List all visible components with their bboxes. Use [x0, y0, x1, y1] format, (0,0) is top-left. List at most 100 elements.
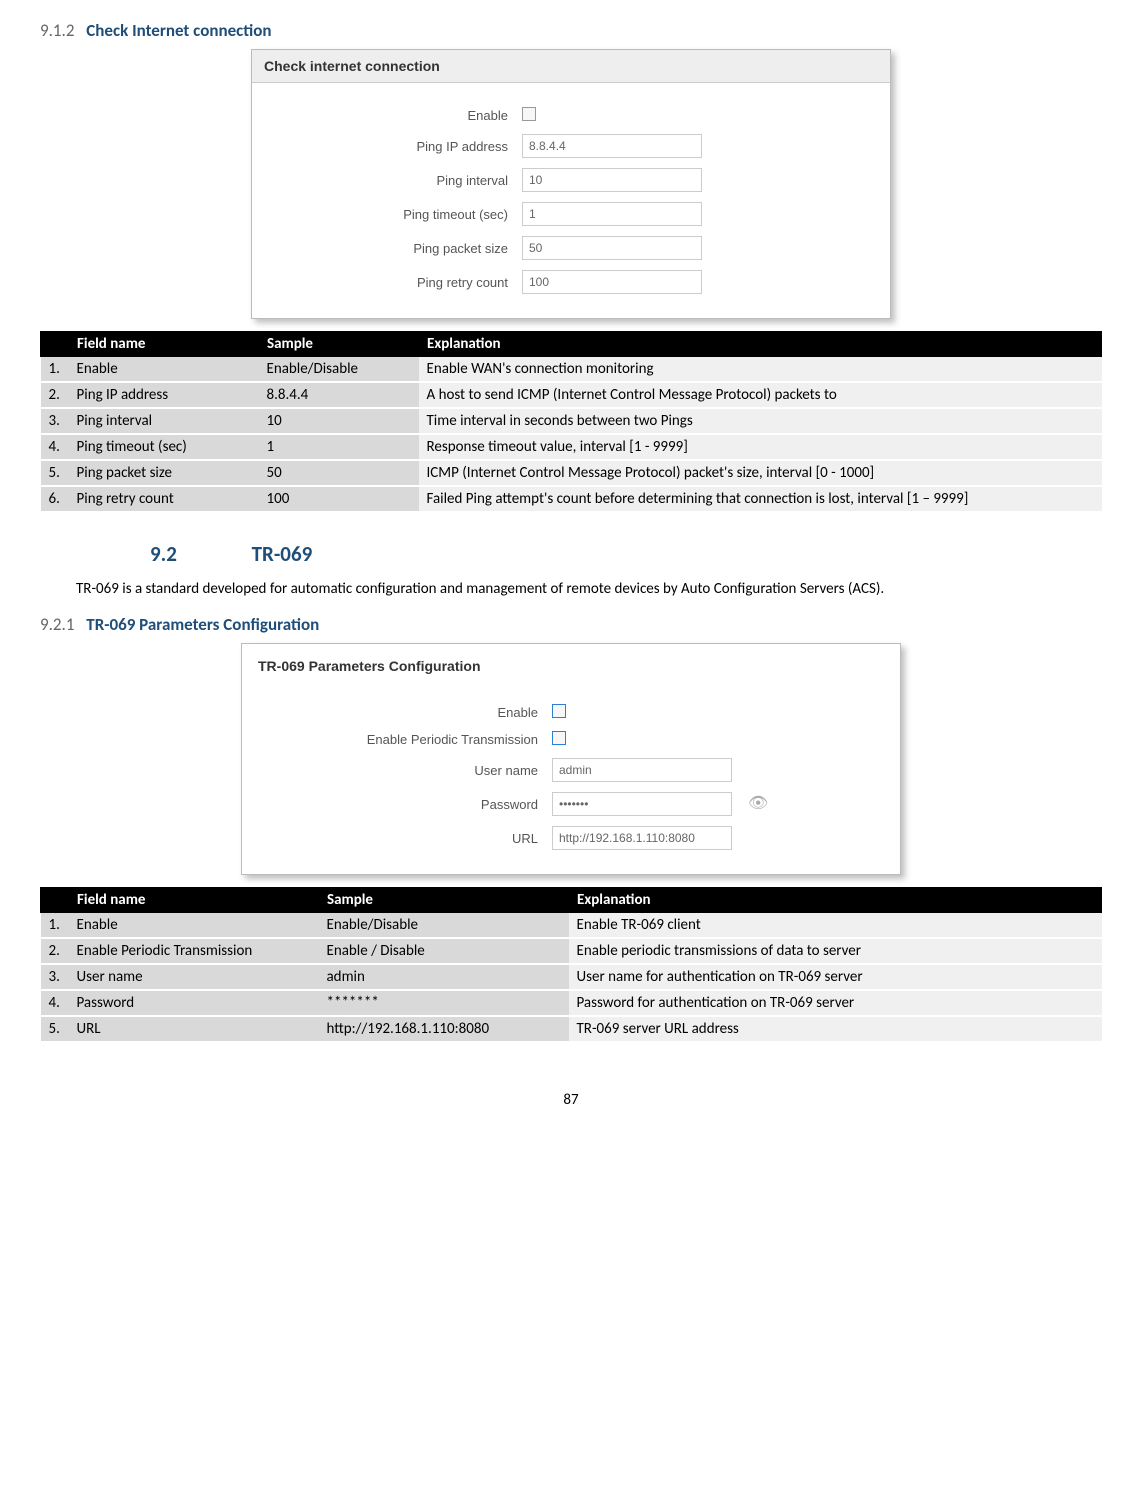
table-header [41, 888, 69, 913]
password-input[interactable] [552, 792, 732, 816]
table-cell: URL [69, 1016, 319, 1041]
table-cell: 10 [259, 408, 419, 434]
screenshot2-body: Enable Enable Periodic Transmission User n… [242, 680, 900, 874]
form-control [522, 202, 702, 226]
table-cell: Failed Ping attempt's count before deter… [419, 486, 1102, 511]
table-cell: TR-069 server URL address [569, 1016, 1102, 1041]
form-row: Ping timeout (sec) [272, 202, 870, 226]
table-row: 5.URLhttp://192.168.1.110:8080TR-069 ser… [41, 1016, 1102, 1041]
table-cell: 50 [259, 460, 419, 486]
table-cell: Time interval in seconds between two Pin… [419, 408, 1102, 434]
text-input[interactable] [522, 168, 702, 192]
checkbox[interactable] [552, 704, 566, 718]
table-cell: admin [319, 964, 569, 990]
table-cell: 3. [41, 408, 69, 434]
table-row: 3.User nameadminUser name for authentica… [41, 964, 1102, 990]
table-cell: 1. [41, 913, 69, 939]
table-row: 2.Ping IP address8.8.4.4A host to send I… [41, 382, 1102, 408]
table-cell: 5. [41, 460, 69, 486]
form-row: Enable [262, 704, 880, 721]
page-number: 87 [40, 1091, 1102, 1109]
table-row: 2.Enable Periodic TransmissionEnable / D… [41, 938, 1102, 964]
table-cell: Password for authentication on TR-069 se… [569, 990, 1102, 1016]
heading-92-title: TR-069 [252, 541, 313, 567]
screenshot1-header: Check internet connection [252, 50, 890, 83]
table-cell: Enable Periodic Transmission [69, 938, 319, 964]
table-cell: ******* [319, 990, 569, 1016]
text-input[interactable] [522, 202, 702, 226]
table-cell: Enable/Disable [259, 357, 419, 383]
form-control [552, 758, 732, 782]
form-label: Password [262, 797, 552, 812]
screenshot-check-internet: Check internet connection EnablePing IP … [251, 49, 891, 319]
table-cell: 1. [41, 357, 69, 383]
paragraph-tr069: TR-069 is a standard developed for autom… [40, 579, 1102, 600]
table-tr069: Field nameSampleExplanation1.EnableEnabl… [40, 887, 1102, 1041]
form-control [552, 731, 566, 748]
table-row: 3.Ping interval10Time interval in second… [41, 408, 1102, 434]
table-cell: Enable TR-069 client [569, 913, 1102, 939]
form-label: Ping retry count [272, 275, 522, 290]
table-cell: 4. [41, 990, 69, 1016]
form-control [522, 107, 536, 124]
form-control [552, 704, 566, 721]
table-cell: User name [69, 964, 319, 990]
table-cell: Ping packet size [69, 460, 259, 486]
screenshot1-body: EnablePing IP addressPing intervalPing t… [252, 83, 890, 318]
table-cell: 2. [41, 382, 69, 408]
table-cell: 5. [41, 1016, 69, 1041]
table-row: 1.EnableEnable/DisableEnable WAN's conne… [41, 357, 1102, 383]
table-header [41, 332, 69, 357]
heading-92: 9.2 TR-069 [150, 541, 1102, 567]
table-cell: 2. [41, 938, 69, 964]
heading-912-num: 9.1.2 [40, 20, 74, 41]
table-header: Explanation [569, 888, 1102, 913]
checkbox[interactable] [522, 107, 536, 121]
table-cell: Enable [69, 913, 319, 939]
form-control [552, 826, 732, 850]
table-row: 6.Ping retry count100Failed Ping attempt… [41, 486, 1102, 511]
table-cell: Enable/Disable [319, 913, 569, 939]
text-input[interactable] [552, 826, 732, 850]
form-control [522, 236, 702, 260]
table-cell: Enable [69, 357, 259, 383]
screenshot2-header: TR-069 Parameters Configuration [242, 644, 900, 680]
form-label: User name [262, 763, 552, 778]
table-cell: http://192.168.1.110:8080 [319, 1016, 569, 1041]
form-control [522, 270, 702, 294]
table-cell: A host to send ICMP (Internet Control Me… [419, 382, 1102, 408]
form-row: Ping interval [272, 168, 870, 192]
table-cell: Enable periodic transmissions of data to… [569, 938, 1102, 964]
form-row: Ping packet size [272, 236, 870, 260]
table-cell: ICMP (Internet Control Message Protocol)… [419, 460, 1102, 486]
table-row: 1.EnableEnable/DisableEnable TR-069 clie… [41, 913, 1102, 939]
table-cell: Response timeout value, interval [1 - 99… [419, 434, 1102, 460]
table-cell: User name for authentication on TR-069 s… [569, 964, 1102, 990]
eye-icon[interactable]: 👁 [748, 795, 768, 812]
form-label: Enable [262, 705, 552, 720]
table-cell: 100 [259, 486, 419, 511]
form-label: Ping timeout (sec) [272, 207, 522, 222]
table-cell: Ping timeout (sec) [69, 434, 259, 460]
text-input[interactable] [522, 270, 702, 294]
form-label: Ping packet size [272, 241, 522, 256]
text-input[interactable] [522, 236, 702, 260]
table-cell: Ping interval [69, 408, 259, 434]
form-row: Enable [272, 107, 870, 124]
table-cell: Ping retry count [69, 486, 259, 511]
table-header: Explanation [419, 332, 1102, 357]
table-cell: Enable WAN's connection monitoring [419, 357, 1102, 383]
form-row: Enable Periodic Transmission [262, 731, 880, 748]
table-header: Sample [259, 332, 419, 357]
form-row: Ping retry count [272, 270, 870, 294]
table-cell: 8.8.4.4 [259, 382, 419, 408]
form-control: 👁 [552, 792, 768, 816]
heading-921-num: 9.2.1 [40, 614, 74, 635]
table-row: 4.Ping timeout (sec)1Response timeout va… [41, 434, 1102, 460]
text-input[interactable] [552, 758, 732, 782]
checkbox[interactable] [552, 731, 566, 745]
form-row: Password 👁 [262, 792, 880, 816]
heading-912: 9.1.2 Check Internet connection [40, 20, 1102, 41]
heading-921-title: TR-069 Parameters Configuration [86, 614, 319, 635]
text-input[interactable] [522, 134, 702, 158]
